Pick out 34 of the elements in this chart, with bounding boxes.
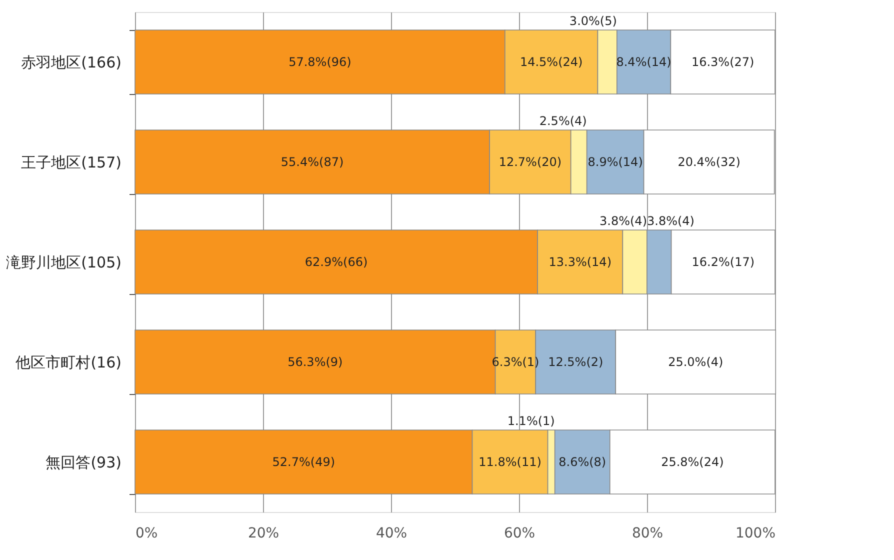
data-label: 8.6%(8) <box>558 455 606 469</box>
data-label: 16.2%(17) <box>692 255 755 269</box>
data-label: 52.7%(49) <box>272 455 336 469</box>
data-label: 3.0%(5) <box>569 14 617 28</box>
data-label: 3.8%(4) <box>647 214 694 228</box>
x-tick-label: 0% <box>136 526 158 542</box>
data-label: 55.4%(87) <box>280 155 344 169</box>
data-label: 1.1%(1) <box>507 414 555 428</box>
x-tick-label: 100% <box>735 526 776 542</box>
data-label: 56.3%(9) <box>288 355 343 369</box>
data-label: 3.8%(4) <box>600 214 647 228</box>
data-label: 16.3%(27) <box>691 55 754 69</box>
y-tick-label: 王子地区(157) <box>21 154 122 172</box>
data-label: 8.4%(14) <box>616 55 672 69</box>
data-label: 62.9%(66) <box>304 255 368 269</box>
data-label: 2.5%(4) <box>539 114 587 128</box>
data-label: 25.8%(24) <box>661 455 724 469</box>
data-label: 8.9%(14) <box>588 155 643 169</box>
data-label: 13.3%(14) <box>548 255 612 269</box>
y-tick-label: 無回答(93) <box>46 454 122 472</box>
x-tick-label: 60% <box>504 526 536 542</box>
data-label: 12.7%(20) <box>498 155 562 169</box>
data-label: 25.0%(4) <box>668 355 724 369</box>
data-label: 20.4%(32) <box>678 155 740 169</box>
data-label: 57.8%(96) <box>288 55 352 69</box>
x-tick-label: 80% <box>632 526 664 542</box>
data-label: 14.5%(24) <box>520 55 583 69</box>
y-tick-label: 他区市町村(16) <box>16 354 122 372</box>
y-tick-label: 滝野川地区(105) <box>6 254 122 272</box>
y-tick-label: 赤羽地区(166) <box>21 54 122 72</box>
x-tick-label: 20% <box>248 526 280 542</box>
x-tick-label: 40% <box>376 526 408 542</box>
data-label: 12.5%(2) <box>548 355 604 369</box>
data-label: 11.8%(11) <box>478 455 542 469</box>
